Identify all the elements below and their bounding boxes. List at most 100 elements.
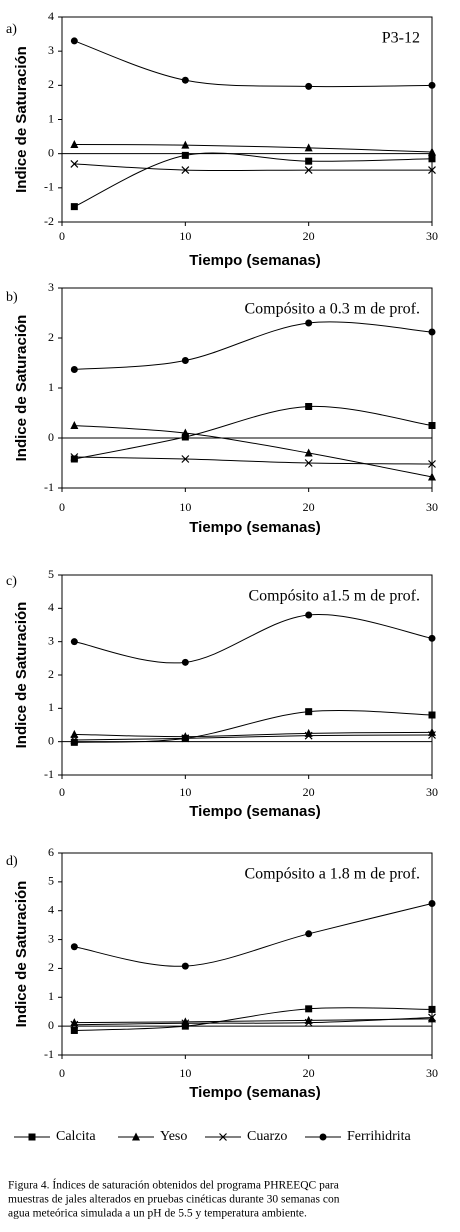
- x-axis-label: Tiempo (semanas): [189, 803, 320, 820]
- series-line: [74, 1007, 433, 1031]
- marker: [70, 139, 79, 148]
- x-axis-label: Tiempo (semanas): [189, 252, 320, 269]
- chart: d) -1 0 1 2 3 4 5 6 0 10 20 30 Tiempo (semanas) Indice…: [6, 845, 438, 1101]
- marker: [305, 319, 313, 327]
- x-tick-label: 0: [59, 1066, 65, 1080]
- marker: [304, 166, 313, 174]
- series-line: [74, 1018, 433, 1024]
- marker: [304, 1015, 313, 1024]
- y-tick-label: 2: [48, 960, 54, 974]
- marker: [70, 738, 78, 746]
- marker: [181, 433, 189, 441]
- chart: c) -1 0 1 2 3 4 5 0 10 20 30 Tiempo (semanas) Indice …: [6, 567, 438, 820]
- marker: [428, 422, 436, 429]
- marker: [428, 460, 436, 468]
- x-tick-label: 0: [59, 500, 65, 514]
- marker: [305, 708, 313, 716]
- marker: [304, 143, 313, 152]
- y-tick-label: -1: [44, 180, 54, 194]
- marker: [305, 1005, 313, 1013]
- series-line: [74, 40, 433, 88]
- x-tick-label: 30: [426, 229, 438, 243]
- marker: [70, 1020, 79, 1029]
- marker: [70, 453, 79, 461]
- marker: [428, 147, 436, 156]
- legend: Calcita Yeso Cuarzo Ferrihidrita: [14, 1129, 412, 1144]
- y-tick-label: 0: [48, 1018, 54, 1032]
- annotation: Compósito a1.5 m de prof.: [248, 588, 420, 605]
- x-tick-label: 20: [303, 785, 315, 799]
- marker: [28, 1133, 36, 1141]
- marker: [304, 459, 313, 467]
- plot-frame: [61, 574, 433, 776]
- x-tick-label: 20: [303, 229, 315, 243]
- marker: [181, 428, 190, 437]
- marker: [428, 155, 436, 163]
- y-tick-label: 1: [48, 380, 54, 394]
- marker: [70, 736, 79, 744]
- marker: [70, 1026, 78, 1034]
- marker: [304, 728, 313, 737]
- marker: [132, 1132, 140, 1141]
- series-line: [74, 456, 433, 465]
- marker: [428, 1005, 436, 1013]
- y-axis-label: Indice de Saturación: [13, 881, 30, 1028]
- x-tick-label: 30: [426, 1066, 438, 1080]
- y-tick-label: 1: [48, 989, 54, 1003]
- marker: [304, 1018, 313, 1027]
- x-tick-label: 0: [59, 785, 65, 799]
- marker: [181, 140, 190, 149]
- annotation: Compósito a 1.8 m de prof.: [244, 866, 420, 883]
- marker: [181, 962, 189, 970]
- y-tick-label: 5: [48, 567, 54, 581]
- legend-label: Yeso: [160, 1129, 187, 1144]
- series-line: [74, 1016, 433, 1026]
- marker: [305, 403, 313, 410]
- y-tick-label: -1: [44, 1047, 54, 1061]
- marker: [219, 1133, 227, 1141]
- series-line: [74, 163, 432, 172]
- x-tick-label: 10: [179, 1066, 191, 1080]
- marker: [181, 357, 189, 364]
- x-tick-label: 30: [426, 785, 438, 799]
- x-tick-label: 20: [303, 1066, 315, 1080]
- series-line: [74, 734, 433, 741]
- y-tick-label: 4: [48, 9, 54, 23]
- marker: [181, 1019, 190, 1028]
- plot-frame: [61, 852, 433, 1056]
- legend-label: Ferrihidrita: [347, 1129, 412, 1144]
- y-tick-label: 0: [48, 733, 54, 747]
- marker: [70, 37, 78, 45]
- marker: [304, 731, 313, 740]
- series-line: [74, 731, 433, 738]
- y-tick-label: 0: [48, 145, 54, 159]
- chart: a) -2 -1 0 1 2 3 4 0 10 20 30 Tiempo (semanas) Indice…: [6, 9, 438, 269]
- marker: [70, 421, 79, 429]
- caption-line: Figura 4. Índices de saturación obtenido…: [8, 1178, 339, 1192]
- y-tick-label: 3: [48, 280, 54, 294]
- marker: [428, 472, 436, 481]
- marker: [70, 203, 78, 211]
- x-axis-label: Tiempo (semanas): [189, 1084, 320, 1101]
- plot-frame: [61, 16, 433, 223]
- series-line: [74, 321, 433, 370]
- annotation: P3-12: [382, 30, 420, 47]
- marker: [305, 82, 313, 90]
- series-line: [74, 152, 433, 208]
- marker: [428, 1014, 436, 1023]
- marker: [181, 658, 189, 666]
- y-axis-label: Indice de Saturación: [13, 315, 30, 462]
- marker: [319, 1133, 327, 1141]
- x-tick-label: 20: [303, 500, 315, 514]
- series-line: [74, 143, 433, 153]
- marker: [428, 1013, 436, 1022]
- marker: [304, 448, 313, 457]
- series-line: [74, 903, 433, 967]
- marker: [70, 638, 78, 646]
- x-tick-label: 10: [179, 229, 191, 243]
- series-line: [74, 614, 433, 664]
- y-tick-label: 3: [48, 633, 54, 647]
- y-tick-label: -2: [44, 214, 54, 228]
